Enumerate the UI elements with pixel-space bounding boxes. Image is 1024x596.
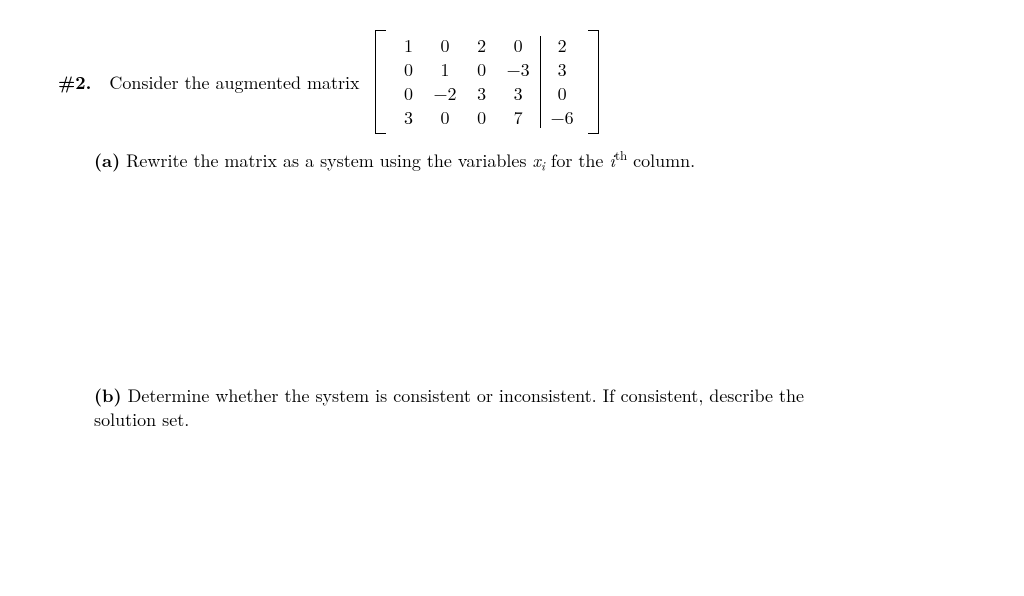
matrix-cell: 0 [436, 34, 454, 58]
matrix-cell: 0 [400, 58, 418, 82]
part-a-label: (a) [94, 148, 120, 173]
matrix-col-2: 0 1 −2 0 [426, 34, 465, 130]
matrix-body: 1 0 0 3 0 1 −2 0 2 0 3 0 0 [386, 30, 588, 134]
matrix-cell: −2 [434, 82, 457, 106]
matrix-cell: 3 [473, 82, 491, 106]
matrix-cell: 1 [400, 34, 418, 58]
matrix-col-1: 1 0 0 3 [392, 34, 426, 130]
part-b-line2: solution set. [94, 407, 189, 432]
matrix-cell: −3 [507, 58, 530, 82]
matrix-col-3: 2 0 3 0 [465, 34, 499, 130]
part-b-line1: Determine whether the system is consiste… [128, 383, 804, 408]
augment-bar-icon [540, 36, 541, 128]
matrix-cell: 0 [509, 34, 527, 58]
matrix-cell: 3 [400, 106, 418, 130]
matrix-cell: 0 [436, 106, 454, 130]
matrix-cell: −6 [551, 106, 574, 130]
part-a-text-after: column. [627, 148, 695, 173]
matrix-cell: 1 [436, 58, 454, 82]
matrix-col-5: 2 3 0 −6 [543, 34, 582, 130]
part-a: (a) Rewrite the matrix as a system using… [94, 146, 966, 174]
matrix-cell: 2 [553, 34, 571, 58]
right-bracket-icon [588, 30, 599, 134]
matrix-cell: 3 [553, 58, 571, 82]
var-x: x [533, 148, 541, 173]
matrix-cell: 0 [400, 82, 418, 106]
matrix-cell: 0 [553, 82, 571, 106]
part-a-text-before: Rewrite the matrix as a system using the… [126, 148, 532, 173]
matrix-cell: 2 [473, 34, 491, 58]
part-b-label: (b) [94, 383, 122, 408]
matrix-cell: 0 [473, 58, 491, 82]
matrix-cell: 3 [509, 82, 527, 106]
matrix-cell: 7 [509, 106, 527, 130]
part-a-text-mid: for the [545, 148, 610, 173]
ith-sup: th [615, 145, 627, 164]
matrix-cell: 0 [473, 106, 491, 130]
part-b: (b) Determine whether the system is cons… [94, 384, 966, 433]
problem-2-header: #2. Consider the augmented matrix 1 0 0 … [58, 30, 966, 134]
problem-number: #2. [58, 70, 91, 95]
left-bracket-icon [375, 30, 386, 134]
augmented-matrix: 1 0 0 3 0 1 −2 0 2 0 3 0 0 [375, 30, 599, 134]
matrix-col-4: 0 −3 3 7 [499, 34, 538, 130]
intro-text: Consider the augmented matrix [109, 70, 359, 95]
